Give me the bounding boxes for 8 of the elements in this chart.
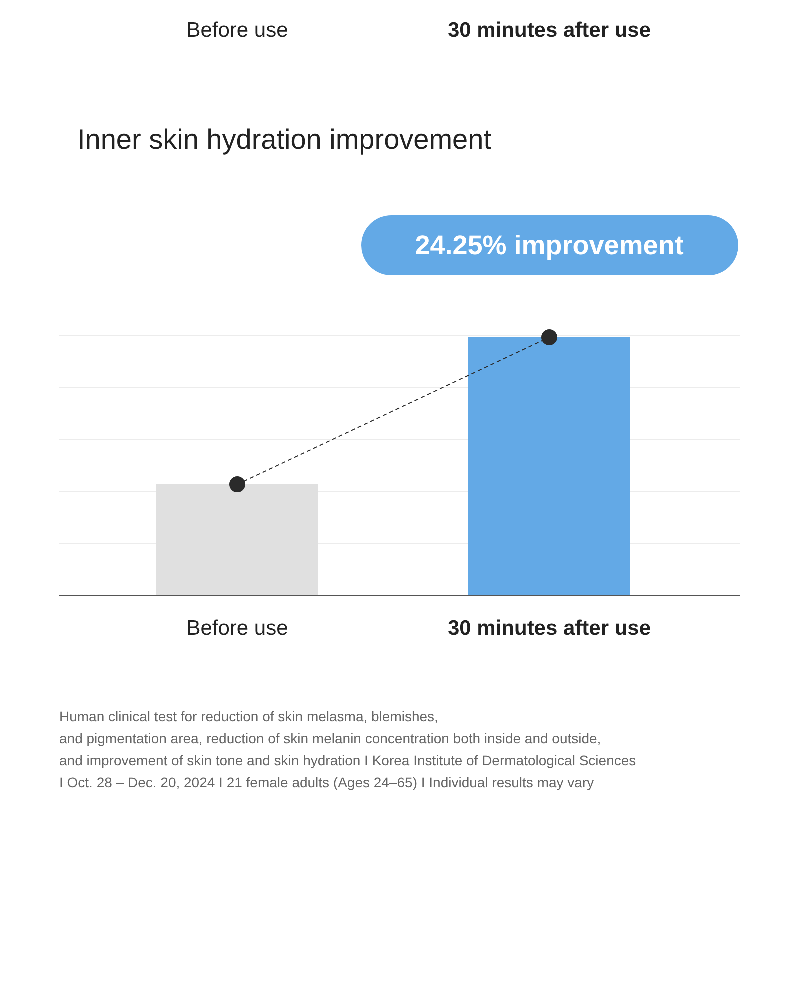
text: 30 minutes after use [448, 19, 652, 42]
text: I Oct. 28 – Dec. 20, 2024 I 21 female adults (Ages 24–65) I Individual results may vary [60, 774, 594, 790]
annotation: 24.25% improvement [415, 230, 684, 260]
text: and improvement of skin tone and skin hydration I Korea Institute of Dermatological Sciences [60, 752, 636, 768]
text: Before use [186, 19, 288, 42]
text: and pigmentation area, reduction of skin melanin concentration both inside and outside, [60, 730, 602, 746]
chart-title: Inner skin hydration improvement [78, 124, 492, 155]
text: Human clinical test for reduction of skin melasma, blemishes, [60, 708, 438, 724]
